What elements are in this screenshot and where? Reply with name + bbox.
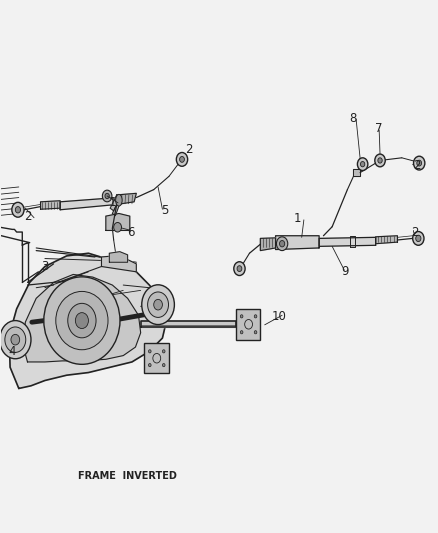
- Ellipse shape: [375, 154, 385, 167]
- Text: 2: 2: [185, 143, 192, 156]
- Ellipse shape: [148, 292, 169, 317]
- Text: 2: 2: [411, 225, 419, 239]
- Ellipse shape: [142, 285, 174, 325]
- Text: 4: 4: [8, 345, 16, 358]
- Polygon shape: [23, 274, 141, 362]
- Bar: [237, 309, 260, 340]
- Polygon shape: [60, 198, 117, 210]
- Ellipse shape: [162, 350, 165, 353]
- Ellipse shape: [237, 266, 242, 271]
- Ellipse shape: [360, 161, 365, 167]
- Polygon shape: [319, 237, 376, 246]
- Ellipse shape: [114, 222, 121, 232]
- Polygon shape: [110, 195, 120, 211]
- Text: 9: 9: [342, 265, 349, 278]
- Text: 10: 10: [272, 310, 286, 324]
- Text: FRAME  INVERTED: FRAME INVERTED: [78, 471, 177, 481]
- Ellipse shape: [75, 313, 88, 328]
- Text: 2: 2: [413, 159, 421, 172]
- Ellipse shape: [357, 158, 368, 171]
- Bar: [144, 343, 170, 373]
- Text: 1: 1: [293, 212, 301, 225]
- Ellipse shape: [180, 157, 184, 163]
- Ellipse shape: [417, 160, 422, 166]
- Ellipse shape: [154, 300, 162, 310]
- Polygon shape: [260, 238, 276, 251]
- Polygon shape: [353, 169, 360, 176]
- Ellipse shape: [416, 235, 421, 241]
- Ellipse shape: [12, 203, 24, 217]
- Text: 8: 8: [350, 111, 357, 125]
- Ellipse shape: [413, 156, 425, 170]
- Ellipse shape: [148, 350, 151, 353]
- Ellipse shape: [240, 315, 243, 318]
- Text: 6: 6: [127, 225, 135, 239]
- Ellipse shape: [276, 237, 288, 251]
- Text: 2: 2: [24, 209, 31, 223]
- Polygon shape: [113, 205, 119, 216]
- Ellipse shape: [56, 292, 108, 350]
- Ellipse shape: [116, 195, 122, 206]
- Ellipse shape: [44, 277, 120, 365]
- Polygon shape: [376, 236, 397, 244]
- Text: 5: 5: [161, 204, 168, 217]
- Polygon shape: [106, 214, 130, 230]
- Ellipse shape: [162, 364, 165, 367]
- Polygon shape: [41, 201, 60, 209]
- Text: 7: 7: [375, 122, 383, 135]
- Polygon shape: [9, 253, 167, 389]
- Ellipse shape: [102, 190, 112, 202]
- Ellipse shape: [105, 193, 110, 199]
- Ellipse shape: [240, 330, 243, 334]
- Ellipse shape: [378, 158, 382, 163]
- Ellipse shape: [234, 262, 245, 276]
- Ellipse shape: [254, 315, 257, 318]
- Ellipse shape: [148, 364, 151, 367]
- Polygon shape: [276, 236, 319, 249]
- Ellipse shape: [11, 334, 20, 345]
- Polygon shape: [141, 320, 237, 327]
- Ellipse shape: [0, 320, 31, 359]
- Text: 1: 1: [109, 196, 116, 209]
- Ellipse shape: [5, 327, 26, 352]
- Ellipse shape: [68, 303, 96, 338]
- Ellipse shape: [177, 152, 187, 166]
- Ellipse shape: [413, 231, 424, 245]
- Text: 3: 3: [41, 260, 49, 273]
- Ellipse shape: [254, 330, 257, 334]
- Polygon shape: [110, 252, 127, 262]
- Polygon shape: [117, 193, 136, 205]
- Ellipse shape: [15, 207, 21, 213]
- Polygon shape: [102, 256, 136, 272]
- Ellipse shape: [279, 240, 285, 247]
